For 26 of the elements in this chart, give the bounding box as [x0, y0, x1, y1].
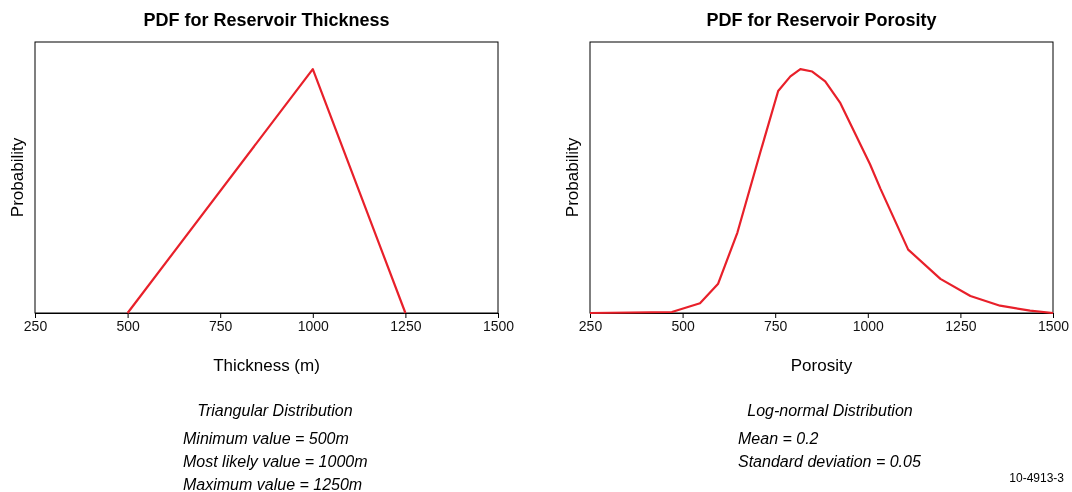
text: Triangular Distribution	[197, 402, 353, 419]
text: Mean = 0.2	[738, 430, 819, 447]
x-axis-title: Porosity	[790, 356, 853, 375]
text: Most likely value = 1000m	[183, 453, 368, 470]
chart-title: PDF for Reservoir Porosity	[706, 10, 937, 30]
x-tick-label: 750	[764, 317, 788, 334]
x-tick-label: 750	[209, 317, 233, 334]
x-axis-title: Thickness (m)	[213, 356, 320, 375]
x-tick-label: 500	[671, 317, 695, 334]
y-axis-title: Probability	[563, 137, 582, 218]
text: 10-4913-3	[1009, 471, 1065, 485]
text: Minimum value = 500m	[183, 430, 349, 447]
y-axis-title: Probability	[8, 137, 27, 218]
x-tick-label: 1500	[482, 317, 515, 334]
x-tick-label: 1000	[297, 317, 330, 334]
x-tick-label: 250	[23, 317, 48, 334]
x-tick-label: 1250	[390, 317, 422, 334]
text: Standard deviation = 0.05	[738, 453, 921, 470]
x-tick-label: 1250	[945, 317, 977, 334]
chart-title: PDF for Reservoir Thickness	[143, 10, 390, 30]
x-tick-label: 250	[578, 317, 603, 334]
x-tick-label: 1000	[852, 317, 885, 334]
x-tick-label: 1500	[1037, 317, 1070, 334]
text: Maximum value = 1250m	[183, 476, 363, 492]
x-tick-label: 500	[116, 317, 140, 334]
text: Log-normal Distribution	[747, 402, 913, 419]
